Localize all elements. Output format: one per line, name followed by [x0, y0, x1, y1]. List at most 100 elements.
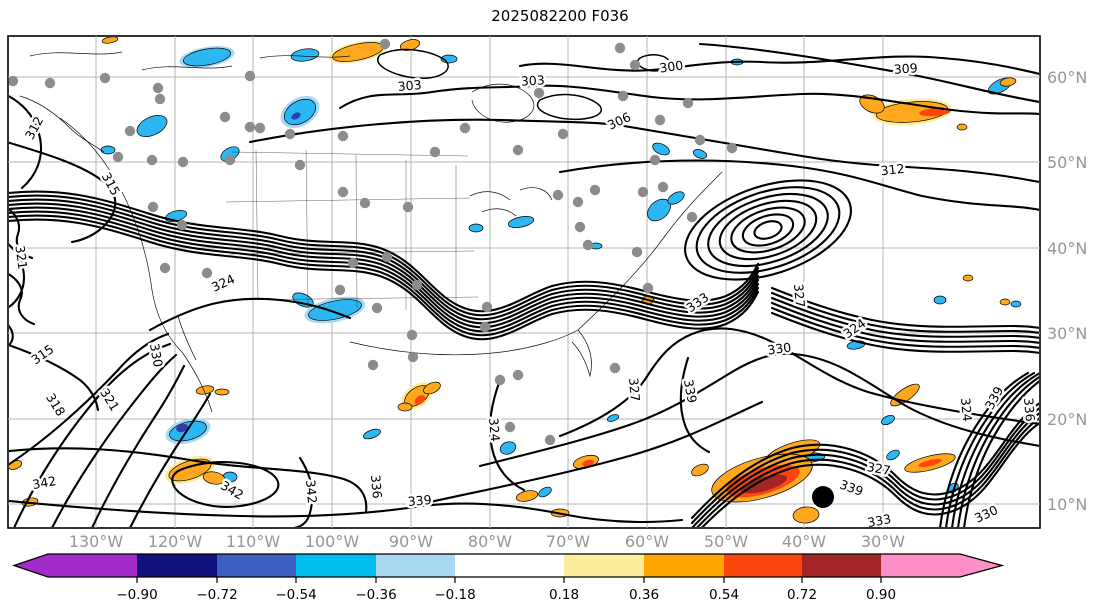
contour-line	[9, 202, 760, 325]
shading-patch-positive	[101, 37, 119, 44]
station-marker	[629, 59, 641, 71]
station-marker	[147, 201, 159, 213]
lat-tick-label: 50°N	[1047, 153, 1087, 172]
contour-line	[478, 352, 1039, 468]
shading-patch-negative	[182, 47, 232, 67]
colorbar: −0.90 −0.72 −0.54 −0.36 −0.18 0.18 0.36 0.54 0.7…	[11, 553, 1005, 603]
station-marker	[631, 246, 643, 258]
station-marker	[379, 38, 391, 50]
contour-label: 324	[486, 417, 503, 442]
contour-line	[9, 141, 117, 244]
contour-line	[338, 84, 1039, 115]
lat-tick-label: 60°N	[1047, 68, 1087, 87]
station-marker	[159, 262, 171, 274]
shading-patch-negative	[136, 115, 168, 137]
lon-tick-label: 60°W	[625, 532, 669, 551]
station-marker	[694, 134, 706, 146]
station-marker	[512, 144, 524, 156]
station-marker	[99, 72, 111, 84]
station-marker	[512, 369, 524, 381]
tropical-cyclone-marker	[812, 486, 834, 508]
station-marker	[337, 130, 349, 142]
station-marker	[574, 221, 586, 233]
shading-patch-positive-dark-core	[740, 474, 788, 494]
contour-line	[9, 324, 14, 346]
contour-line	[770, 296, 1039, 339]
contour-line	[518, 55, 1039, 75]
station-marker	[337, 186, 349, 198]
station-marker	[347, 257, 359, 269]
colorbar-segment	[217, 554, 296, 577]
contour-label: 330	[147, 342, 166, 368]
map-frame	[7, 35, 1041, 529]
colorbar-segment	[376, 554, 455, 577]
coastline	[349, 329, 579, 356]
contour-line	[558, 327, 1039, 438]
contour-line	[730, 206, 806, 254]
lat-tick-label: 10°N	[1047, 495, 1087, 514]
contour-label: 312	[880, 161, 905, 178]
station-marker	[176, 219, 188, 231]
contour-label: 336	[1021, 397, 1038, 422]
lon-tick-label: 50°W	[704, 532, 748, 551]
shading-patch-negative	[1010, 300, 1022, 308]
contour-line	[9, 243, 26, 309]
contour-line	[679, 356, 711, 454]
coastline	[469, 187, 553, 217]
station-marker	[219, 111, 231, 123]
contour-line	[753, 220, 783, 240]
lon-tick-label: 30°W	[861, 532, 905, 551]
shading-patch-positive	[397, 402, 413, 412]
colorbar-tick-label: 0.72	[787, 587, 817, 603]
lon-tick-label: 90°W	[389, 532, 433, 551]
shading-patch-negative	[886, 449, 900, 461]
colorbar-segment	[296, 554, 376, 577]
shading-patch-negative	[507, 216, 535, 228]
contour-line	[129, 392, 212, 527]
shading-patch-positive	[202, 471, 226, 485]
station-marker	[654, 114, 666, 126]
station-marker	[112, 151, 124, 163]
contour-line	[536, 93, 603, 120]
colorbar-segment	[644, 554, 724, 577]
station-marker	[334, 284, 346, 296]
shading-patch-negative	[308, 299, 362, 321]
station-marker	[381, 251, 393, 263]
station-marker	[9, 75, 19, 87]
colorbar-segment	[881, 554, 1002, 577]
state-border	[231, 151, 469, 157]
colorbar-segment	[137, 554, 217, 577]
contour-line	[698, 42, 1039, 103]
contour-line	[9, 95, 42, 190]
station-marker	[459, 122, 471, 134]
station-marker	[177, 156, 189, 168]
contour-label: 336	[368, 474, 385, 499]
state-border	[225, 197, 471, 203]
shading-patch-negative	[606, 414, 620, 422]
contour-label: 327	[866, 459, 892, 478]
station-marker	[504, 421, 516, 433]
station-marker	[124, 125, 136, 137]
shading-patch-positive	[999, 298, 1011, 306]
station-marker	[642, 282, 654, 294]
shading-patch-positive	[962, 274, 974, 282]
contour-line	[9, 332, 170, 466]
contour-label: 342	[303, 479, 320, 504]
contour-line	[741, 213, 795, 247]
shading-patch-negative-core	[176, 423, 188, 433]
shading-patch-negative	[290, 48, 320, 62]
colorbar-outline	[11, 553, 1005, 578]
contour-line	[951, 372, 1039, 527]
contour-line	[13, 342, 172, 527]
shading-patch-positive-core	[414, 395, 426, 405]
colorbar-segment	[14, 554, 137, 577]
lon-tick-label: 40°W	[782, 532, 826, 551]
contour-line	[248, 118, 1039, 183]
station-marker	[657, 181, 669, 193]
shading-patch-negative	[499, 441, 517, 455]
coastline	[577, 171, 723, 331]
colorbar-tick-label: −0.72	[196, 587, 237, 603]
colorbar-tick-label: −0.36	[355, 587, 396, 603]
